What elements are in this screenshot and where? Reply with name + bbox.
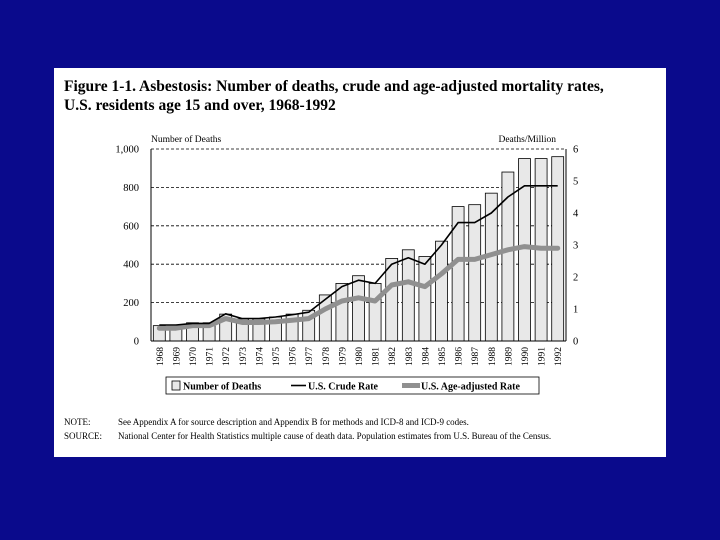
x-tick-label: 1973 <box>239 347 249 366</box>
left-tick-label: 600 <box>123 221 139 232</box>
source-text: National Center for Health Statistics mu… <box>118 431 552 441</box>
x-tick-label: 1975 <box>272 347 282 366</box>
legend-label-adjusted: U.S. Age-adjusted Rate <box>421 382 520 393</box>
left-tick-label: 0 <box>134 337 139 348</box>
x-tick-label: 1981 <box>372 347 382 366</box>
left-tick-label: 800 <box>123 183 139 194</box>
bar <box>401 249 415 342</box>
source-label: SOURCE: <box>64 431 103 441</box>
bar <box>335 282 349 342</box>
title-line-1: Figure 1-1. Asbestosis: Number of deaths… <box>64 78 604 95</box>
x-tick-label: 1976 <box>289 347 299 366</box>
note-label: NOTE: <box>64 417 91 427</box>
x-tick-label: 1991 <box>538 347 548 366</box>
bar <box>451 206 465 342</box>
left-tick-label: 400 <box>123 260 139 271</box>
right-axis-title: Deaths/Million <box>498 135 556 145</box>
right-tick-label: 3 <box>573 241 578 252</box>
left-tick-label: 1,000 <box>115 145 139 156</box>
x-tick-label: 1989 <box>504 347 514 366</box>
x-tick-label: 1974 <box>255 347 265 366</box>
bar <box>418 256 432 342</box>
title-line-2: U.S. residents age 15 and over, 1968-199… <box>64 97 336 114</box>
bar <box>468 204 482 342</box>
x-tick-label: 1972 <box>222 347 232 366</box>
crude-rate-line <box>159 185 558 326</box>
x-tick-label: 1970 <box>189 347 199 366</box>
x-tick-label: 1992 <box>554 347 564 366</box>
right-tick-label: 2 <box>573 273 578 284</box>
x-tick-label: 1977 <box>305 347 315 366</box>
source-line: SOURCE: National Center for Health Statis… <box>64 431 551 441</box>
right-tick-label: 1 <box>573 305 578 316</box>
x-tick-label: 1985 <box>438 347 448 366</box>
x-tick-label: 1968 <box>156 347 166 366</box>
x-tick-label: 1978 <box>322 347 332 366</box>
note-line: NOTE: See Appendix A for source descripti… <box>64 417 469 427</box>
x-tick-label: 1987 <box>471 347 481 366</box>
x-tick-label: 1988 <box>488 347 498 366</box>
figure-card: Figure 1-1. Asbestosis: Number of deaths… <box>54 68 666 457</box>
bar <box>385 258 399 342</box>
right-tick-label: 6 <box>573 145 578 156</box>
legend-label-crude: U.S. Crude Rate <box>308 382 379 393</box>
left-tick-label: 200 <box>123 298 139 309</box>
figure-title: Figure 1-1. Asbestosis: Number of deaths… <box>64 77 664 115</box>
note-text: See Appendix A for source description an… <box>118 417 469 427</box>
x-tick-label: 1971 <box>206 347 216 366</box>
x-tick-label: 1979 <box>338 347 348 366</box>
bar <box>368 282 382 342</box>
legend-box <box>165 376 540 395</box>
age-adjusted-rate-line <box>156 244 561 331</box>
bar <box>352 275 365 342</box>
right-tick-label: 4 <box>573 209 579 220</box>
x-tick-label: 1990 <box>521 347 531 366</box>
right-tick-label: 0 <box>573 337 578 348</box>
x-tick-label: 1984 <box>421 347 431 366</box>
x-tick-label: 1969 <box>172 347 182 366</box>
bar <box>435 240 448 342</box>
x-tick-label: 1982 <box>388 347 398 366</box>
right-tick-label: 5 <box>573 177 578 188</box>
legend-bar-swatch <box>171 380 181 391</box>
left-axis-title: Number of Deaths <box>151 134 221 145</box>
x-tick-label: 1983 <box>405 347 415 366</box>
legend-label-deaths: Number of Deaths <box>183 382 261 393</box>
x-tick-label: 1986 <box>455 347 465 366</box>
x-tick-label: 1980 <box>355 347 365 366</box>
chart: 0 200 400 600 800 1,000 0 1 2 3 4 5 6 Number of Death… <box>115 134 579 395</box>
